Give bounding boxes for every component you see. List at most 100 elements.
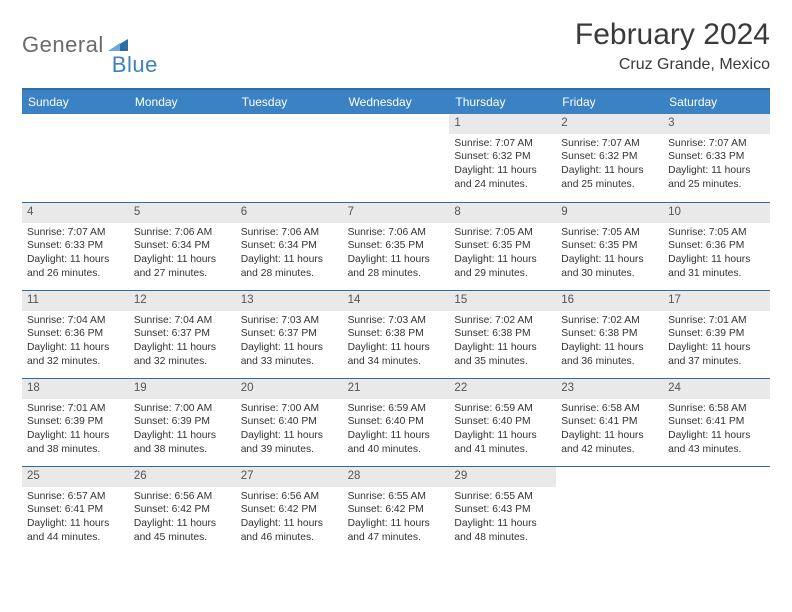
sunset-line: Sunset: 6:32 PM	[561, 150, 658, 164]
day-number-row: 24	[663, 379, 770, 399]
sunrise-line: Sunrise: 7:03 AM	[348, 314, 445, 328]
day-number: 7	[348, 206, 354, 218]
day-number-row: 25	[22, 467, 129, 487]
sunrise-line: Sunrise: 7:00 AM	[134, 402, 231, 416]
sunset-line: Sunset: 6:36 PM	[27, 327, 124, 341]
sunrise-line: Sunrise: 7:02 AM	[561, 314, 658, 328]
sunset-line: Sunset: 6:33 PM	[668, 150, 765, 164]
day-number-row: 13	[236, 291, 343, 311]
day-number: 1	[454, 117, 460, 129]
calendar-cell: 2 Sunrise: 7:07 AMSunset: 6:32 PMDaylight…	[556, 114, 663, 202]
weekday-header-wednesday: Wednesday	[343, 90, 450, 114]
sunset-line: Sunset: 6:35 PM	[348, 239, 445, 253]
calendar-cell: 9Sunrise: 7:05 AMSunset: 6:35 PMDaylight…	[556, 202, 663, 290]
day-number-row: 18	[22, 379, 129, 399]
sunset-line: Sunset: 6:40 PM	[241, 415, 338, 429]
day-number: 18	[27, 382, 40, 394]
daylight-line: Daylight: 11 hours and 34 minutes.	[348, 341, 445, 369]
sunrise-line: Sunrise: 6:59 AM	[348, 402, 445, 416]
day-number: 5	[134, 206, 140, 218]
sunset-line: Sunset: 6:32 PM	[454, 150, 551, 164]
sunrise-line: Sunrise: 7:07 AM	[27, 226, 124, 240]
day-number-row: 21	[343, 379, 450, 399]
day-number-row: 5	[129, 203, 236, 223]
sunset-line: Sunset: 6:39 PM	[134, 415, 231, 429]
calendar-cell: 21Sunrise: 6:59 AMSunset: 6:40 PMDayligh…	[343, 378, 450, 466]
day-number-row: 4	[22, 203, 129, 223]
day-number: 23	[561, 382, 574, 394]
sunset-line: Sunset: 6:38 PM	[348, 327, 445, 341]
sunset-line: Sunset: 6:41 PM	[668, 415, 765, 429]
calendar-cell: 19Sunrise: 7:00 AMSunset: 6:39 PMDayligh…	[129, 378, 236, 466]
sunset-line: Sunset: 6:34 PM	[134, 239, 231, 253]
day-number: 29	[454, 470, 467, 482]
calendar-cell: 10Sunrise: 7:05 AMSunset: 6:36 PMDayligh…	[663, 202, 770, 290]
weekday-header-thursday: Thursday	[449, 90, 556, 114]
daylight-line: Daylight: 11 hours and 25 minutes.	[668, 164, 765, 192]
month-title: February 2024	[575, 18, 770, 52]
sunrise-line: Sunrise: 6:58 AM	[561, 402, 658, 416]
sunrise-line: Sunrise: 7:01 AM	[27, 402, 124, 416]
daylight-line: Daylight: 11 hours and 43 minutes.	[668, 429, 765, 457]
sunset-line: Sunset: 6:40 PM	[454, 415, 551, 429]
day-number: 16	[561, 294, 574, 306]
day-number-row: 2	[556, 114, 663, 134]
day-number: 9	[561, 206, 567, 218]
day-number-row: 28	[343, 467, 450, 487]
day-number: 20	[241, 382, 254, 394]
weekday-header-sunday: Sunday	[22, 90, 129, 114]
weekday-header-friday: Friday	[556, 90, 663, 114]
sunrise-line: Sunrise: 7:07 AM	[561, 137, 658, 151]
calendar-cell: 26Sunrise: 6:56 AMSunset: 6:42 PMDayligh…	[129, 466, 236, 554]
daylight-line: Daylight: 11 hours and 30 minutes.	[561, 253, 658, 281]
calendar-cell: 15Sunrise: 7:02 AMSunset: 6:38 PMDayligh…	[449, 290, 556, 378]
day-number: 4	[27, 206, 33, 218]
day-number: 10	[668, 206, 681, 218]
day-number: 19	[134, 382, 147, 394]
daylight-line: Daylight: 11 hours and 45 minutes.	[134, 517, 231, 545]
location-label: Cruz Grande, Mexico	[575, 56, 770, 74]
calendar-cell: 23Sunrise: 6:58 AMSunset: 6:41 PMDayligh…	[556, 378, 663, 466]
calendar-cell: 29Sunrise: 6:55 AMSunset: 6:43 PMDayligh…	[449, 466, 556, 554]
day-number: 22	[454, 382, 467, 394]
day-number-row: 14	[343, 291, 450, 311]
day-number-row: 27	[236, 467, 343, 487]
sunrise-line: Sunrise: 7:03 AM	[241, 314, 338, 328]
day-number: 14	[348, 294, 361, 306]
day-number-row: 23	[556, 379, 663, 399]
sunrise-line: Sunrise: 7:05 AM	[668, 226, 765, 240]
sunrise-line: Sunrise: 7:02 AM	[454, 314, 551, 328]
daylight-line: Daylight: 11 hours and 26 minutes.	[27, 253, 124, 281]
sunset-line: Sunset: 6:33 PM	[27, 239, 124, 253]
day-number: 15	[454, 294, 467, 306]
calendar-cell: 17Sunrise: 7:01 AMSunset: 6:39 PMDayligh…	[663, 290, 770, 378]
sunrise-line: Sunrise: 6:55 AM	[348, 490, 445, 504]
daylight-line: Daylight: 11 hours and 37 minutes.	[668, 341, 765, 369]
sunset-line: Sunset: 6:37 PM	[134, 327, 231, 341]
sunset-line: Sunset: 6:38 PM	[561, 327, 658, 341]
calendar-cell: 25Sunrise: 6:57 AMSunset: 6:41 PMDayligh…	[22, 466, 129, 554]
calendar-cell: 5Sunrise: 7:06 AMSunset: 6:34 PMDaylight…	[129, 202, 236, 290]
sunset-line: Sunset: 6:39 PM	[27, 415, 124, 429]
daylight-line: Daylight: 11 hours and 42 minutes.	[561, 429, 658, 457]
calendar-cell: 1Sunrise: 7:07 AMSunset: 6:32 PMDaylight…	[449, 114, 556, 202]
sunrise-line: Sunrise: 6:56 AM	[241, 490, 338, 504]
day-number: 13	[241, 294, 254, 306]
calendar-cell: 22Sunrise: 6:59 AMSunset: 6:40 PMDayligh…	[449, 378, 556, 466]
daylight-line: Daylight: 11 hours and 48 minutes.	[454, 517, 551, 545]
daylight-line: Daylight: 11 hours and 32 minutes.	[134, 341, 231, 369]
sunset-line: Sunset: 6:42 PM	[134, 503, 231, 517]
calendar-cell: 28Sunrise: 6:55 AMSunset: 6:42 PMDayligh…	[343, 466, 450, 554]
day-number: 6	[241, 206, 247, 218]
daylight-line: Daylight: 11 hours and 31 minutes.	[668, 253, 765, 281]
day-number-row: 20	[236, 379, 343, 399]
sunset-line: Sunset: 6:37 PM	[241, 327, 338, 341]
calendar-cell	[129, 114, 236, 202]
brand-logo: General Blue	[22, 18, 158, 68]
sunset-line: Sunset: 6:43 PM	[454, 503, 551, 517]
weekday-header-saturday: Saturday	[663, 90, 770, 114]
daylight-line: Daylight: 11 hours and 28 minutes.	[241, 253, 338, 281]
sunset-line: Sunset: 6:38 PM	[454, 327, 551, 341]
sunrise-line: Sunrise: 6:59 AM	[454, 402, 551, 416]
daylight-line: Daylight: 11 hours and 25 minutes.	[561, 164, 658, 192]
